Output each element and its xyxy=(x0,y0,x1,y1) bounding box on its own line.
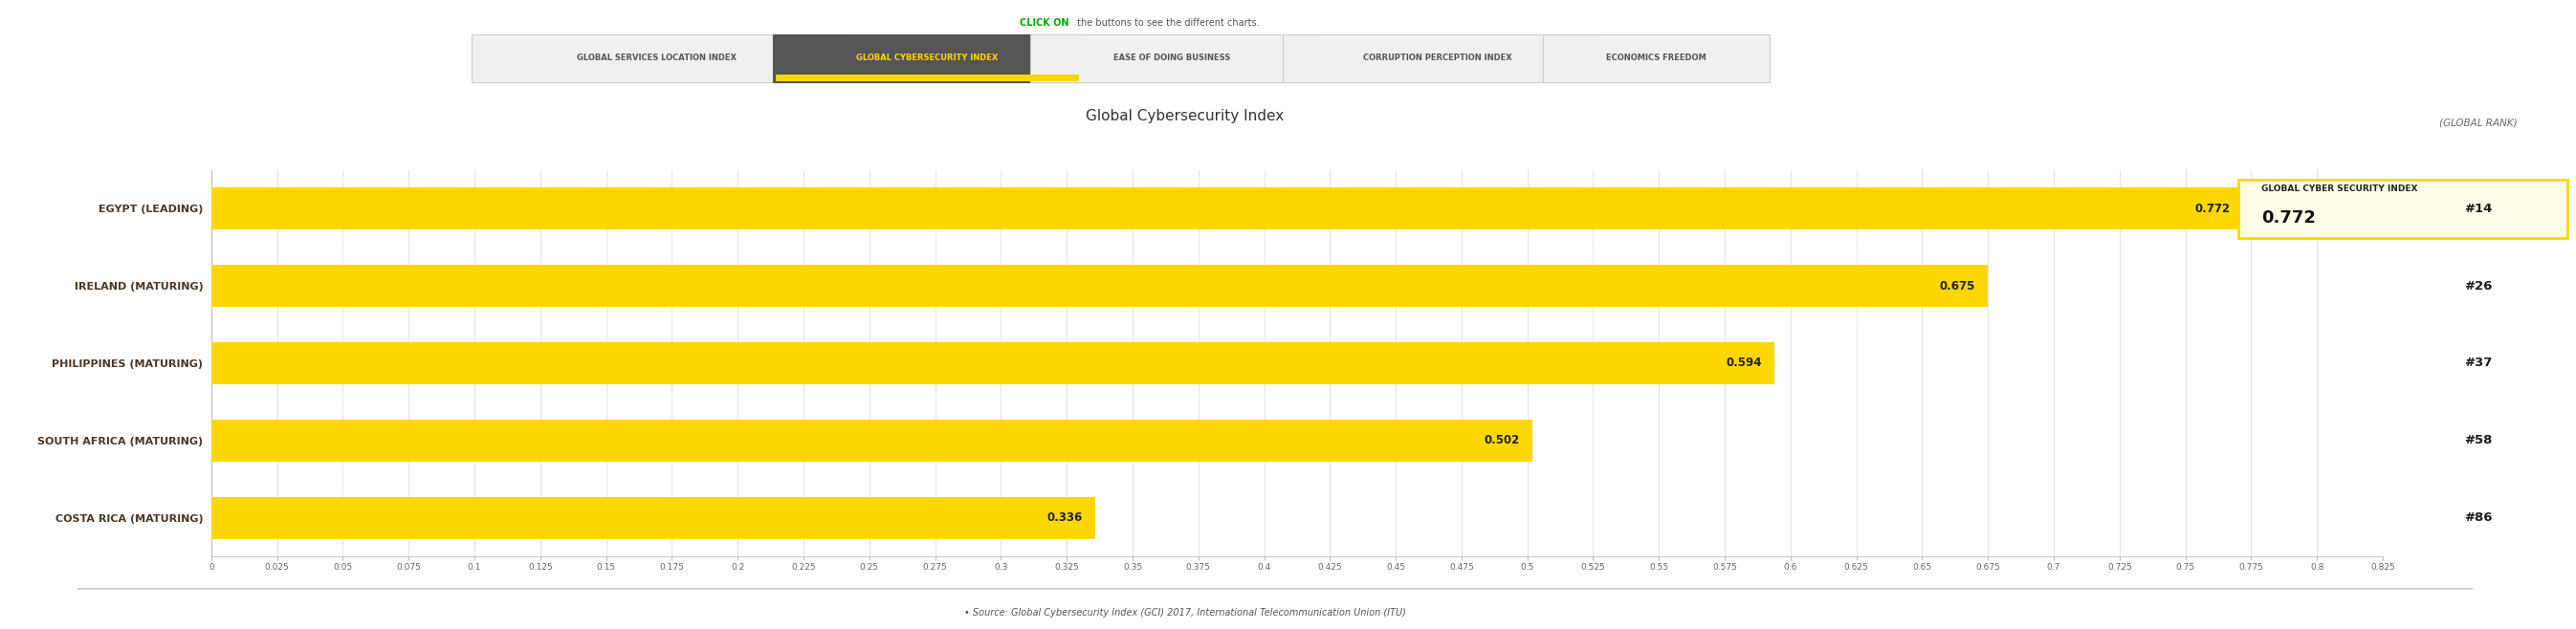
Text: 0.502: 0.502 xyxy=(1484,435,1520,447)
Text: ECONOMICS FREEDOM: ECONOMICS FREEDOM xyxy=(1607,53,1705,62)
Text: GLOBAL SERVICES LOCATION INDEX: GLOBAL SERVICES LOCATION INDEX xyxy=(577,53,737,62)
Text: • Source: Global Cybersecurity Index (GCI) 2017, International Telecommunication: • Source: Global Cybersecurity Index (GC… xyxy=(963,608,1406,618)
Bar xyxy=(211,497,1095,539)
Text: #37: #37 xyxy=(2465,357,2491,369)
FancyBboxPatch shape xyxy=(2239,179,2568,238)
Bar xyxy=(211,187,2244,230)
Text: Global Cybersecurity Index: Global Cybersecurity Index xyxy=(1087,109,1283,123)
Text: #58: #58 xyxy=(2465,435,2491,447)
Text: 0.594: 0.594 xyxy=(1726,357,1762,369)
Bar xyxy=(211,265,1989,307)
Text: (GLOBAL RANK): (GLOBAL RANK) xyxy=(2439,118,2517,128)
Text: GLOBAL CYBERSECURITY INDEX: GLOBAL CYBERSECURITY INDEX xyxy=(855,53,999,62)
Text: 0.336: 0.336 xyxy=(1046,512,1082,524)
Text: CORRUPTION PERCEPTION INDEX: CORRUPTION PERCEPTION INDEX xyxy=(1363,53,1512,62)
Text: #14: #14 xyxy=(2465,203,2491,214)
Text: the buttons to see the different charts.: the buttons to see the different charts. xyxy=(1074,18,1260,28)
Text: EASE OF DOING BUSINESS: EASE OF DOING BUSINESS xyxy=(1113,53,1231,62)
Text: 0.772: 0.772 xyxy=(2195,203,2231,214)
Bar xyxy=(211,342,1775,384)
Bar xyxy=(211,420,1533,462)
Text: GLOBAL CYBER SECURITY INDEX: GLOBAL CYBER SECURITY INDEX xyxy=(2262,184,2419,193)
Text: 0.772: 0.772 xyxy=(2262,209,2316,226)
Text: CLICK ON: CLICK ON xyxy=(1020,18,1069,28)
Text: #86: #86 xyxy=(2465,512,2491,524)
Text: #26: #26 xyxy=(2465,280,2491,292)
Text: 0.675: 0.675 xyxy=(1940,280,1976,292)
